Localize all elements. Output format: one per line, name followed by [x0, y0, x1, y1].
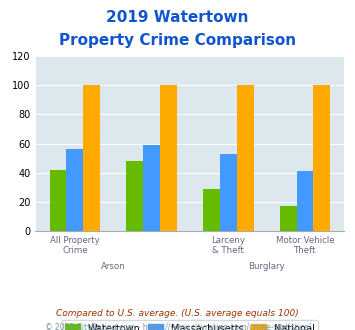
Bar: [143, 145, 160, 231]
Bar: [313, 85, 330, 231]
Legend: Watertown, Massachusetts, National: Watertown, Massachusetts, National: [61, 320, 318, 330]
Bar: [160, 85, 177, 231]
Text: Burglary: Burglary: [248, 262, 285, 271]
Bar: [296, 171, 313, 231]
Text: Property Crime Comparison: Property Crime Comparison: [59, 33, 296, 48]
Bar: [126, 161, 143, 231]
Bar: [203, 189, 220, 231]
Bar: [280, 206, 296, 231]
Bar: [50, 170, 66, 231]
Bar: [220, 154, 237, 231]
Text: 2019 Watertown: 2019 Watertown: [106, 10, 249, 25]
Text: © 2025 CityRating.com - https://www.cityrating.com/crime-statistics/: © 2025 CityRating.com - https://www.city…: [45, 323, 310, 330]
Bar: [66, 149, 83, 231]
Text: Arson: Arson: [101, 262, 126, 271]
Text: Compared to U.S. average. (U.S. average equals 100): Compared to U.S. average. (U.S. average …: [56, 309, 299, 317]
Bar: [237, 85, 253, 231]
Bar: [83, 85, 100, 231]
